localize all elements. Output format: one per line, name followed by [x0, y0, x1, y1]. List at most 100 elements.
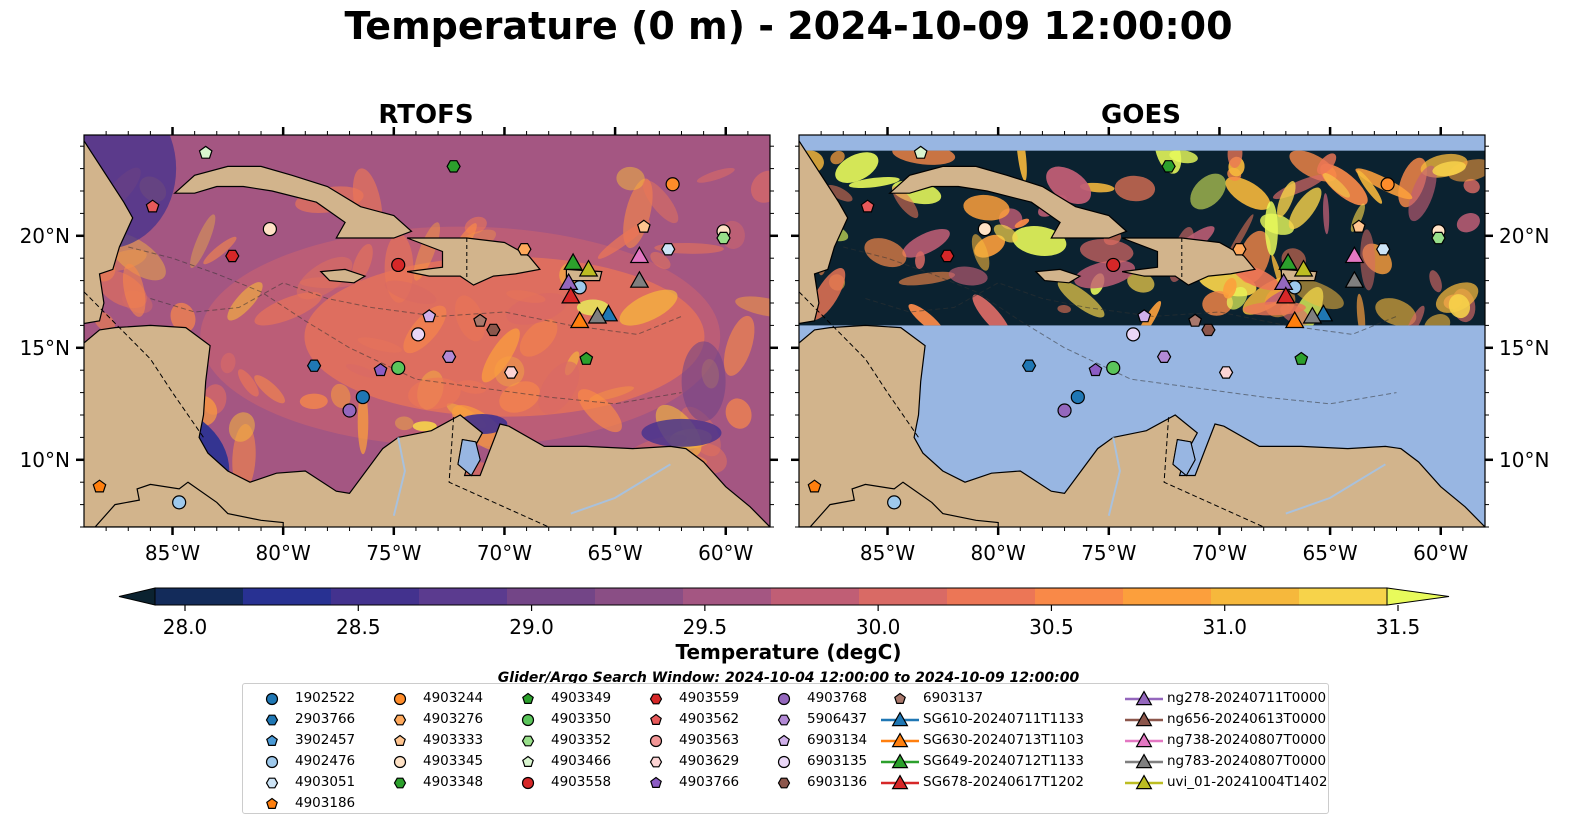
legend-marker: [393, 714, 407, 726]
legend-marker: [1125, 753, 1163, 769]
lat-tick-label: 10°N: [1499, 448, 1549, 472]
legend-label: 1902522: [295, 690, 356, 706]
observation-marker: [807, 479, 822, 493]
legend-marker: [265, 777, 279, 789]
legend-marker: [650, 776, 662, 788]
observation-marker: [517, 242, 532, 256]
map-frame: [798, 134, 1486, 528]
observation-marker: [1088, 362, 1103, 377]
legend-marker-shape: [393, 777, 407, 789]
legend-label: 4903352: [551, 732, 612, 748]
legend-marker-shape: [649, 734, 663, 748]
river: [1285, 463, 1386, 515]
river: [1107, 437, 1121, 517]
legend-label: 6903137: [923, 690, 984, 706]
legend-marker-shape: [266, 734, 278, 746]
observation-marker: [569, 310, 590, 329]
observation-marker: [563, 252, 583, 270]
legend-marker-shape: [777, 777, 791, 789]
map-figure: 85°W 80°W 75°W 70°W 65°W 60°W10°N15°N20°N85°W…: [20, 127, 1549, 639]
legend-label: 6903136: [807, 774, 868, 790]
legend-marker-shape: [894, 692, 906, 704]
panel-title-rtofs: RTOFS: [378, 100, 474, 130]
colorbar-segment: [1211, 588, 1300, 605]
colorbar-segment: [771, 588, 860, 605]
legend-marker: [266, 797, 278, 809]
legend-label: 4903051: [295, 774, 356, 790]
observation-marker: [422, 309, 437, 323]
legend-label: 4903348: [423, 774, 484, 790]
observation-marker: [629, 245, 650, 264]
land-jamaica: [1034, 268, 1082, 284]
observation-marker: [579, 351, 594, 365]
legend-marker: [650, 713, 662, 725]
lon-tick-label: 80°W: [971, 541, 1026, 565]
observation-marker: [1161, 160, 1176, 173]
legend-marker: [394, 734, 406, 746]
lon-tick-label: 85°W: [860, 541, 915, 565]
legend-marker-shape: [650, 776, 662, 788]
legend-marker-shape: [891, 753, 909, 769]
river: [392, 437, 406, 517]
observation-marker: [503, 366, 519, 379]
legend-marker-shape: [521, 713, 535, 727]
lon-tick-label: 60°W: [698, 541, 753, 565]
observation-marker: [1070, 389, 1085, 405]
lake-maracaibo: [1172, 439, 1196, 477]
observation-marker: [198, 145, 213, 159]
observation-marker: [1293, 259, 1314, 277]
legend-marker: [1125, 711, 1163, 727]
observation-marker: [561, 286, 581, 304]
legend-marker: [778, 734, 790, 746]
legend-label: ng738-20240807T0000: [1167, 732, 1327, 748]
colorbar-tick-label: 29.0: [509, 615, 554, 639]
colorbar-segment: [1299, 588, 1388, 605]
land-hispaniola: [1121, 237, 1257, 286]
lat-tick-label: 15°N: [20, 336, 70, 360]
country-border: [799, 291, 919, 438]
observation-marker: [1380, 177, 1395, 192]
observation-marker: [473, 313, 488, 327]
legend-marker-shape: [394, 734, 406, 746]
observation-marker: [1294, 351, 1309, 365]
observation-marker: [355, 389, 370, 405]
legend-label: 4903333: [423, 732, 484, 748]
legend-marker: [265, 692, 279, 706]
legend-marker-shape: [777, 692, 791, 706]
observation-marker: [306, 359, 322, 372]
legend-marker: [393, 777, 407, 789]
observation-marker: [1431, 231, 1446, 245]
observation-marker: [558, 272, 579, 290]
legend: 1902522 2903766 3902457 4902476 4903051 49031…: [242, 683, 1329, 814]
legend-marker: [881, 732, 919, 748]
legend-marker: [1125, 732, 1163, 748]
lat-tick-label: 10°N: [20, 448, 70, 472]
legend-marker-shape: [1135, 774, 1153, 790]
legend-marker: [777, 714, 791, 726]
map-panel-rtofs: 85°W 80°W 75°W 70°W 65°W 60°W 10°N 15°N 20°N: [20, 127, 778, 565]
colorbar-extend-high: [1386, 587, 1450, 606]
observation-marker: [1156, 350, 1172, 363]
legend-marker: [894, 692, 906, 704]
colorbar-segment: [683, 588, 772, 605]
river: [570, 463, 671, 515]
legend-label: 4903629: [679, 753, 740, 769]
legend-label: SG649-20240712T1133: [923, 753, 1084, 769]
isobath: [128, 246, 682, 405]
observation-marker: [1201, 323, 1216, 337]
legend-label: 4903349: [551, 690, 612, 706]
map-panel-goes: 85°W 80°W 75°W 70°W 65°W 60°W 10°N 15°N 20°N: [791, 127, 1549, 565]
isobath: [150, 282, 682, 335]
observation-marker: [1188, 313, 1203, 327]
legend-marker: [265, 714, 279, 726]
panel-title-goes: GOES: [1101, 100, 1181, 130]
colorbar-tick-label: 29.5: [683, 615, 728, 639]
lon-tick-label: 70°W: [1192, 541, 1247, 565]
observation-marker: [92, 479, 107, 493]
observation-marker: [1276, 286, 1296, 304]
isobath: [865, 282, 1397, 335]
country-border: [448, 417, 549, 527]
observation-marker: [1344, 245, 1365, 264]
colorbar-tick-label: 28.0: [163, 615, 208, 639]
observation-marker: [1106, 360, 1121, 376]
